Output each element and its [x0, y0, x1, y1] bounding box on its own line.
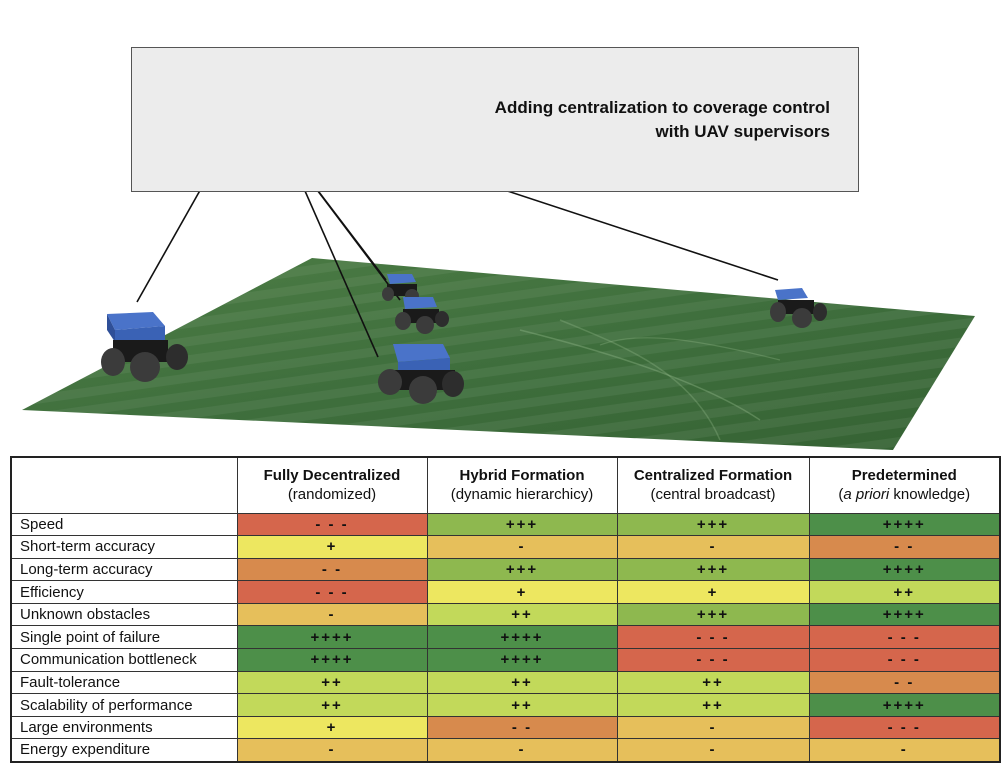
rating-cell: ++ — [426, 602, 618, 627]
rating-cell: - - — [808, 535, 1001, 559]
rating-cell: +++ — [616, 602, 810, 627]
rating-cell: - - - — [808, 648, 1001, 672]
column-header-title: Fully Decentralized — [263, 467, 401, 485]
rating-cell: - - - — [808, 715, 1001, 740]
rating-cell: - - - — [616, 648, 810, 672]
row-label: Speed — [10, 512, 238, 537]
column-header-title: Predetermined — [851, 467, 957, 485]
rating-cell: ++++ — [808, 557, 1001, 582]
table-header-row: Fully Decentralized (randomized) Hybrid … — [10, 456, 1001, 514]
row-label: Communication bottleneck — [10, 648, 238, 672]
header-empty-cell — [10, 456, 238, 514]
rating-cell: ++ — [616, 670, 810, 695]
row-label: Efficiency — [10, 580, 238, 604]
row-label: Fault-tolerance — [10, 670, 238, 695]
row-label: Scalability of performance — [10, 693, 238, 717]
rating-cell: - — [808, 738, 1001, 763]
rating-cell: - — [426, 535, 618, 559]
rating-cell: - - - — [236, 512, 428, 537]
table-row: Efficiency - - - + + ++ — [10, 580, 1001, 604]
table-row: Short-term accuracy + - - - - — [10, 535, 1001, 559]
rating-cell: + — [616, 580, 810, 604]
rating-cell: +++ — [616, 512, 810, 537]
table-body: Speed - - - +++ +++ ++++ Short-term accuracy +… — [10, 512, 1001, 763]
caption-box: Adding centralization to coverage contro… — [131, 47, 859, 192]
row-label: Unknown obstacles — [10, 602, 238, 627]
row-label: Energy expenditure — [10, 738, 238, 763]
column-header-subtitle: (a priori knowledge) — [838, 486, 971, 504]
rating-cell: - - - — [236, 580, 428, 604]
table-row: Single point of failure ++++ ++++ - - -- - … — [10, 625, 1001, 650]
row-label: Short-term accuracy — [10, 535, 238, 559]
column-header: Predetermined (a priori knowledge) — [808, 456, 1001, 514]
caption-line-1: Adding centralization to coverage contro… — [494, 98, 830, 117]
column-header-title: Centralized Formation — [633, 467, 793, 485]
ground-robot-icon — [395, 297, 449, 334]
rating-cell: ++ — [236, 670, 428, 695]
column-header: Centralized Formation (central broadcast… — [616, 456, 810, 514]
table-row: Fault-tolerance ++ ++ ++ - - — [10, 670, 1001, 695]
rating-cell: ++ — [236, 693, 428, 717]
grass-field — [22, 258, 975, 450]
rating-cell: + — [426, 580, 618, 604]
rating-cell: ++ — [426, 670, 618, 695]
table-row: Large environments + - --- - - — [10, 715, 1001, 740]
rating-cell: ++++ — [426, 625, 618, 650]
rating-cell: + — [236, 715, 428, 740]
rating-cell: - — [426, 738, 618, 763]
rating-cell: +++ — [426, 557, 618, 582]
ground-robot-icon — [770, 288, 827, 328]
row-label: Single point of failure — [10, 625, 238, 650]
row-label: Long-term accuracy — [10, 557, 238, 582]
rating-cell: + — [236, 535, 428, 559]
rating-cell: ++++ — [236, 625, 428, 650]
rating-cell: - — [616, 738, 810, 763]
column-header-subtitle: (dynamic hierarchicy) — [450, 486, 594, 504]
table-row: Speed - - - +++ +++ ++++ — [10, 512, 1001, 537]
rating-cell: ++++ — [808, 693, 1001, 717]
column-header-title: Hybrid Formation — [459, 467, 585, 485]
rating-cell: ++++ — [236, 648, 428, 672]
ground-robot-icon — [378, 344, 464, 404]
rating-cell: ++ — [808, 580, 1001, 604]
rating-cell: ++++ — [426, 648, 618, 672]
rating-cell: ++++ — [808, 512, 1001, 537]
rating-cell: - — [236, 738, 428, 763]
table-row: Long-term accuracy - - +++ +++ ++++ — [10, 557, 1001, 582]
rating-cell: +++ — [616, 557, 810, 582]
rating-cell: ++ — [616, 693, 810, 717]
column-header: Fully Decentralized (randomized) — [236, 456, 428, 514]
caption-title: Adding centralization to coverage contro… — [495, 96, 830, 144]
table-row: Scalability of performance ++ ++ ++ ++++ — [10, 693, 1001, 717]
rating-cell: +++ — [426, 512, 618, 537]
table-row: Communication bottleneck ++++ ++++ - - -- -… — [10, 648, 1001, 672]
rating-cell: - - - — [616, 625, 810, 650]
caption-line-2: with UAV supervisors — [655, 122, 830, 141]
column-header-subtitle: (central broadcast) — [650, 486, 776, 504]
rating-cell: ++ — [426, 693, 618, 717]
comparison-table: Fully Decentralized (randomized) Hybrid … — [10, 456, 1001, 763]
row-label: Large environments — [10, 715, 238, 740]
rating-cell: - — [616, 535, 810, 559]
column-header-subtitle: (randomized) — [287, 486, 377, 504]
table-row: Energy expenditure - - - - — [10, 738, 1001, 763]
rating-cell: - - - — [808, 625, 1001, 650]
table-row: Unknown obstacles - ++ +++ ++++ — [10, 602, 1001, 627]
rating-cell: - - — [236, 557, 428, 582]
column-header: Hybrid Formation (dynamic hierarchicy) — [426, 456, 618, 514]
rating-cell: - — [616, 715, 810, 740]
rating-cell: ++++ — [808, 602, 1001, 627]
rating-cell: - — [236, 602, 428, 627]
rating-cell: - - — [808, 670, 1001, 695]
rating-cell: - - — [426, 715, 618, 740]
ground-robot-icon — [101, 312, 188, 382]
